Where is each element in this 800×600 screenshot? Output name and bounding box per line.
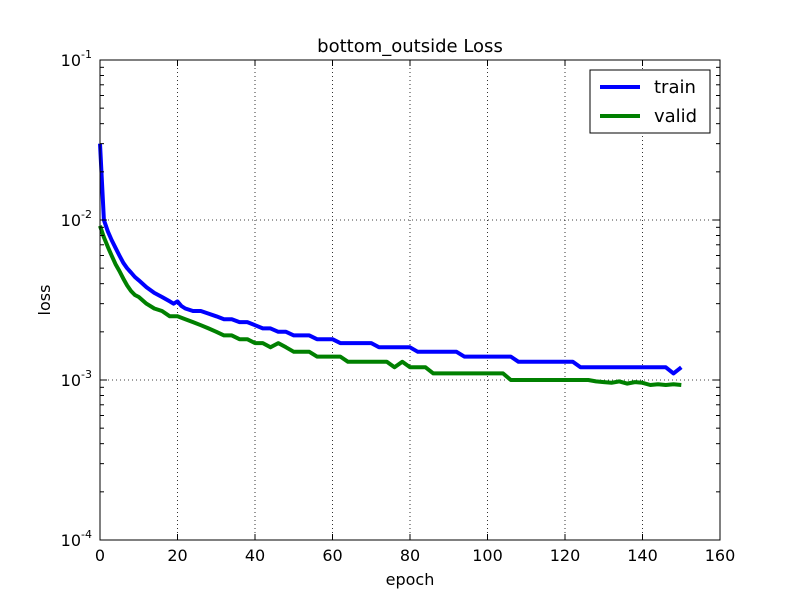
axis-ticks [99,59,721,541]
x-tick-label: 0 [95,546,105,565]
y-tick-label: 10-2 [61,208,92,230]
series-lines [98,143,683,387]
x-tick-label: 20 [167,546,187,565]
chart-title: bottom_outside Loss [317,36,503,57]
plot-area [98,59,721,541]
y-tick-label: 10-4 [61,528,92,550]
legend-label-valid: valid [654,106,697,127]
x-tick-label: 40 [245,546,265,565]
legend-box [589,69,711,134]
x-tick-label: 140 [627,546,658,565]
y-axis-label: loss [35,285,54,316]
x-tick-labels: 0 20 40 60 80 100 120 140 160 [95,546,735,565]
series-line-valid [98,225,682,387]
y-tick-label: 10-1 [61,48,92,70]
x-tick-label: 160 [705,546,736,565]
legend: train valid [589,69,711,134]
x-tick-label: 80 [400,546,420,565]
series-line-train [98,143,683,376]
x-tick-label: 120 [550,546,581,565]
x-axis-label: epoch [386,570,435,589]
x-tick-label: 100 [472,546,503,565]
x-tick-label: 60 [322,546,342,565]
y-tick-labels: 10-4 10-3 10-2 10-1 [61,48,92,550]
y-tick-label: 10-3 [61,368,92,390]
legend-label-train: train [654,77,696,98]
